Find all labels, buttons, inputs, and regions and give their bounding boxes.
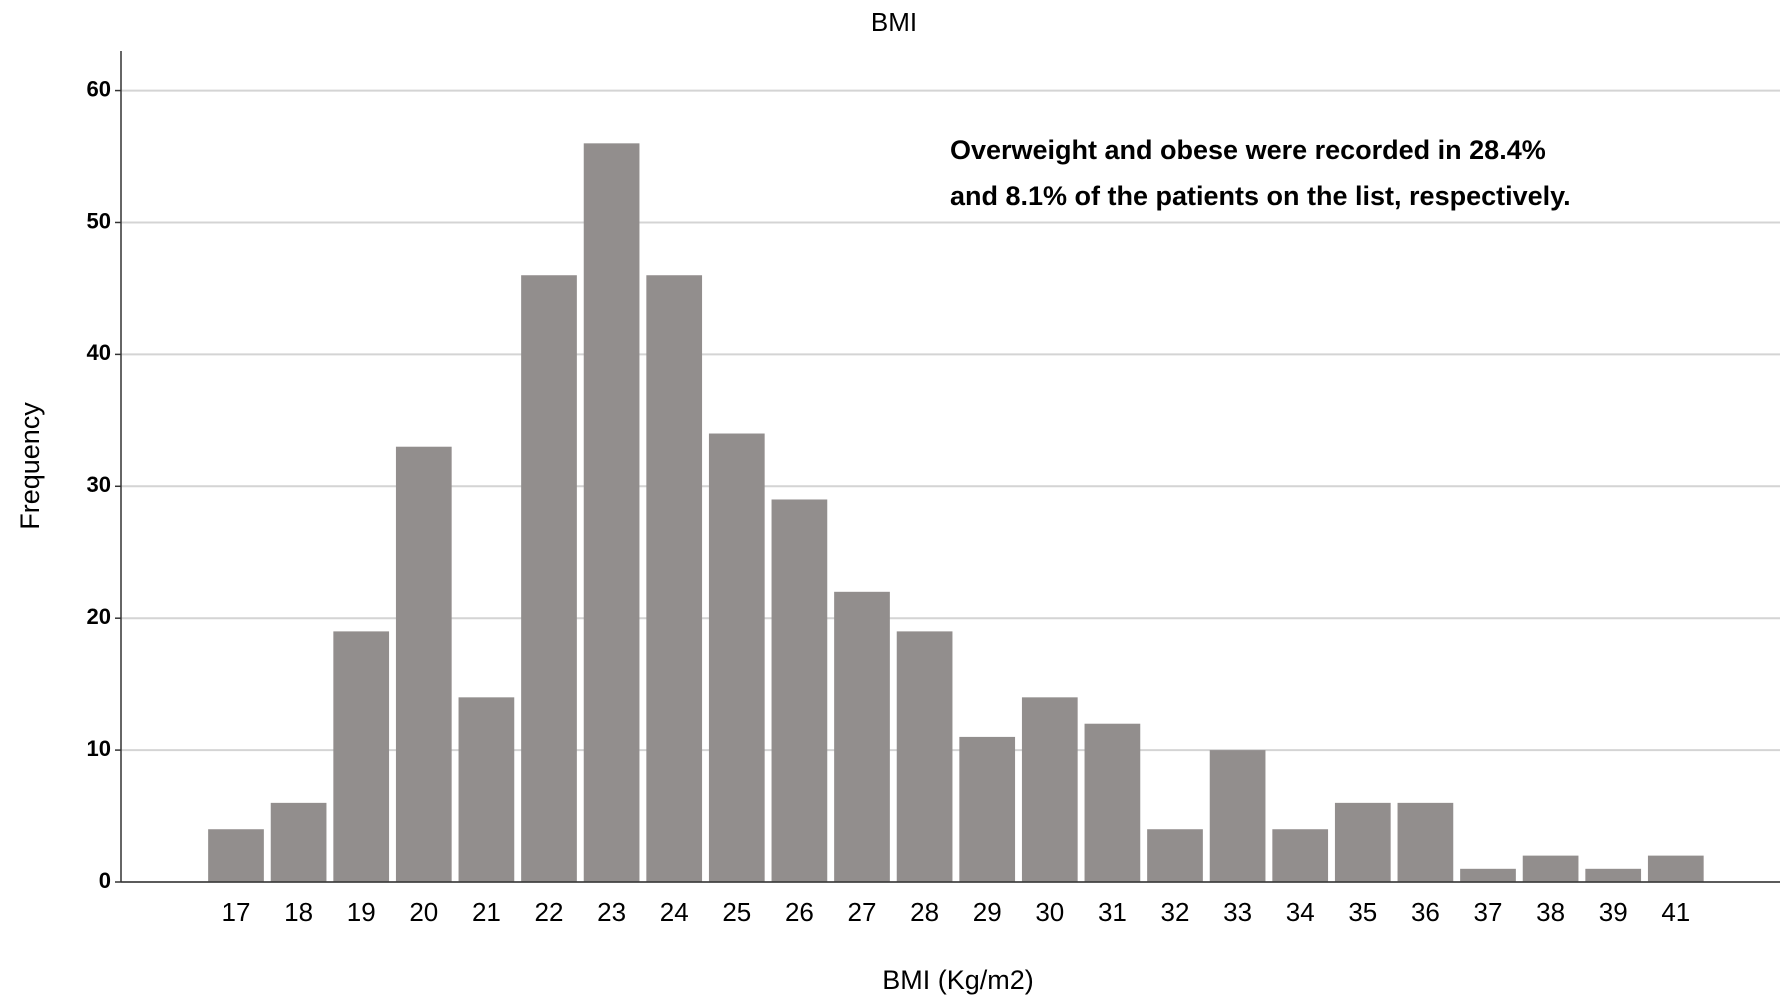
x-tick-label: 36 — [1411, 897, 1440, 927]
y-tick-label: 60 — [87, 76, 111, 101]
bar — [333, 631, 390, 882]
x-tick-label: 17 — [222, 897, 251, 927]
bar — [208, 829, 264, 882]
bar — [583, 143, 640, 883]
x-tick-label: 39 — [1599, 897, 1628, 927]
annotation: Overweight and obese were recorded in 28… — [950, 135, 1546, 165]
bar — [959, 736, 1016, 882]
bar — [1272, 829, 1329, 882]
bar — [646, 275, 703, 882]
x-axis-label: BMI (Kg/m2) — [882, 965, 1034, 995]
bar — [834, 591, 890, 882]
x-tick-label: 26 — [785, 897, 814, 927]
bar — [270, 802, 327, 882]
bar — [458, 697, 515, 882]
bar — [771, 499, 828, 882]
x-tick-label: 27 — [848, 897, 877, 927]
x-tick-label: 32 — [1161, 897, 1190, 927]
y-tick-label: 40 — [87, 340, 111, 365]
y-tick-label: 30 — [87, 472, 111, 497]
x-tick-label: 25 — [722, 897, 751, 927]
bar — [1522, 855, 1579, 882]
bar — [1084, 723, 1141, 882]
y-tick-label: 50 — [87, 208, 111, 233]
bar — [1585, 868, 1642, 882]
x-tick-label: 33 — [1223, 897, 1252, 927]
bar — [1397, 802, 1454, 882]
x-tick-label: 23 — [597, 897, 626, 927]
bar — [395, 446, 452, 882]
bar — [1147, 829, 1203, 882]
x-tick-label: 31 — [1098, 897, 1127, 927]
bar — [1209, 750, 1266, 882]
x-tick-label: 29 — [973, 897, 1002, 927]
x-tick-label: 30 — [1035, 897, 1064, 927]
x-tick-label: 38 — [1536, 897, 1565, 927]
bar — [1460, 868, 1516, 882]
x-tick-label: 21 — [472, 897, 501, 927]
bar — [896, 631, 953, 882]
x-tick-label: 35 — [1348, 897, 1377, 927]
bar — [708, 433, 765, 882]
x-tick-label: 37 — [1474, 897, 1503, 927]
y-tick-label: 0 — [99, 868, 111, 893]
x-tick-label: 18 — [284, 897, 313, 927]
x-tick-label: 20 — [409, 897, 438, 927]
chart-title: BMI — [871, 7, 917, 37]
bar — [1334, 802, 1391, 882]
y-axis-label: Frequency — [15, 402, 45, 530]
x-tick-label: 34 — [1286, 897, 1315, 927]
x-tick-label: 19 — [347, 897, 376, 927]
x-tick-label: 22 — [535, 897, 564, 927]
y-tick-label: 20 — [87, 604, 111, 629]
bar — [521, 275, 577, 882]
bar — [1647, 855, 1704, 882]
x-tick-label: 24 — [660, 897, 689, 927]
x-tick-label: 28 — [910, 897, 939, 927]
annotation: and 8.1% of the patients on the list, re… — [950, 181, 1571, 211]
x-tick-label: 41 — [1661, 897, 1690, 927]
y-tick-label: 10 — [87, 736, 111, 761]
bar — [1021, 697, 1078, 882]
